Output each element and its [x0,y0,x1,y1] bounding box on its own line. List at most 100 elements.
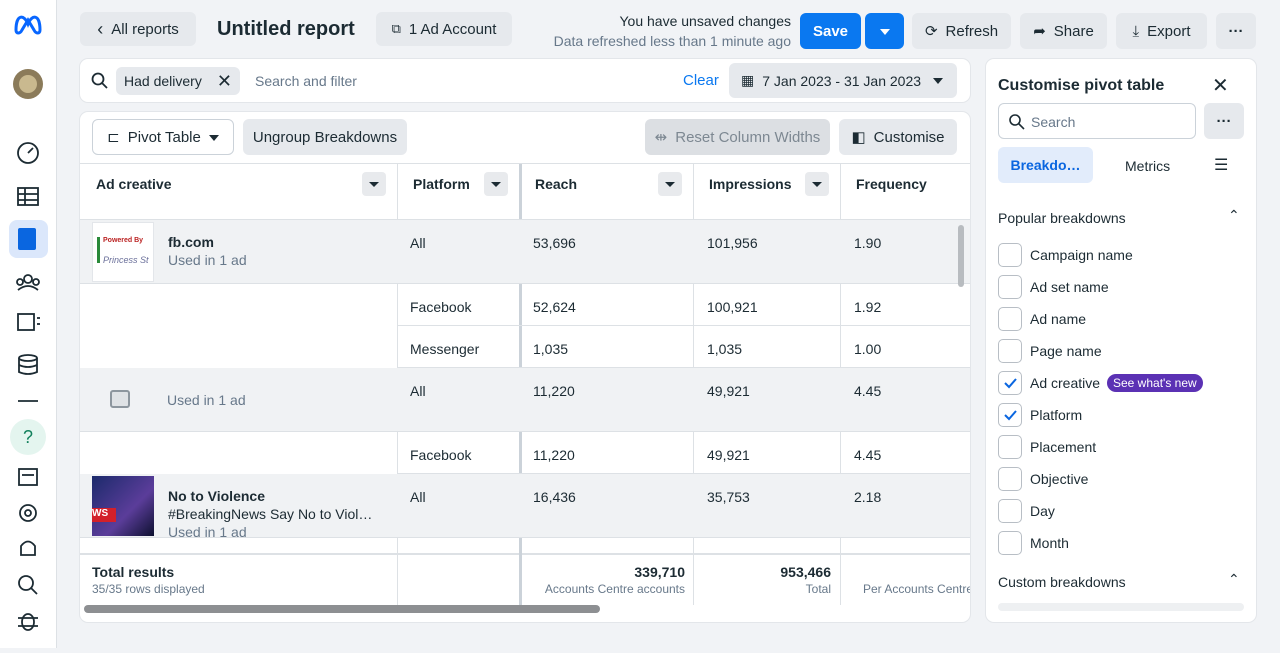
sidebar-icons: ? [9,15,48,631]
column-header: Ad creative [96,176,172,192]
pivot-dropdown[interactable]: ⊏ Pivot Table [92,119,234,155]
more-button[interactable]: ··· [1216,13,1256,49]
breakdown-label: Platform [1030,407,1083,423]
pivot-label: Pivot Table [127,128,201,146]
column-menu[interactable] [484,172,508,196]
checkbox[interactable] [998,467,1022,491]
metric-cell: 49,921 [707,447,750,463]
new-badge: See what's new [1107,374,1203,392]
column-header: Impressions [709,176,792,192]
save-label: Save [812,22,849,40]
row-bg [80,368,970,432]
total-impressions-note: Total [805,582,831,596]
close-button[interactable]: ✕ [1212,75,1229,97]
metric-cell: 1.92 [854,299,882,315]
column-header: Reach [535,176,578,192]
collapse-icon[interactable]: ⌃ [1228,207,1240,223]
panel-more[interactable]: ··· [1204,103,1244,139]
checkbox[interactable] [998,531,1022,555]
metric-cell: 1,035 [707,341,743,357]
checkbox[interactable] [998,403,1022,427]
total-reach-note: Accounts Centre accounts [544,582,685,596]
panel-search[interactable]: Search [998,103,1196,139]
row-line [397,473,970,474]
creative-name: fb.com [168,234,214,250]
breakdown-label: Month [1030,535,1069,551]
metric-cell: 11,220 [533,383,575,399]
checkbox[interactable] [998,339,1022,363]
row-line [397,367,970,368]
ungroup-label: Ungroup Breakdowns [252,128,398,146]
row-bg [80,474,970,538]
column-menu[interactable] [805,172,829,196]
checkbox[interactable] [998,499,1022,523]
customise-button[interactable]: ◧ Customise [839,119,957,155]
column-header: Frequency [856,176,927,192]
checkbox[interactable] [998,243,1022,267]
column-divider [397,553,398,605]
collapse-icon[interactable]: ⌃ [1228,571,1240,587]
export-label: Export [1147,22,1191,40]
platform-cell: All [410,489,426,505]
filter-input[interactable]: Search and filter [255,73,357,89]
pivot-table: Ad creative Platform Reach Impressions Frequ… [80,163,970,622]
section-title: Popular breakdowns [998,210,1126,226]
metric-cell: 101,956 [707,235,758,251]
account-button[interactable]: ⧉ 1 Ad Account [376,12,512,46]
row-line [397,325,970,326]
table-card: ⊏ Pivot Table Ungroup Breakdowns ⇹ Reset C… [80,112,970,622]
section-title: Custom breakdowns [998,574,1126,590]
tab-breakdowns[interactable]: Breakdo… [998,147,1093,183]
breakdown-label: Day [1030,503,1055,519]
column-divider [693,164,694,554]
total-label: Total results [92,564,175,580]
back-button[interactable]: ‹ All reports [80,12,196,46]
reset-widths-button[interactable]: ⇹ Reset Column Widths [645,119,830,155]
metric-cell: 35,753 [707,489,750,505]
column-divider [840,164,841,554]
creative-thumbnail: Powered By Princess St [92,222,154,282]
creative-subtitle: #BreakingNews Say No to Viol… [168,506,373,522]
filter-bar: Had delivery ✕ Search and filter Clear ▦ 7… [80,59,970,102]
checkbox[interactable] [998,371,1022,395]
horizontal-scrollbar[interactable] [84,605,600,613]
metric-cell: 52,624 [533,299,576,315]
export-button[interactable]: ⤓ Export [1116,13,1207,49]
checkbox[interactable] [998,307,1022,331]
total-reach: 339,710 [634,564,685,580]
header-divider [80,219,970,220]
breakdown-label: Ad creative [1030,375,1101,391]
metric-cell: 4.45 [854,383,882,399]
ungroup-button[interactable]: Ungroup Breakdowns [243,119,407,155]
panel-divider [998,603,1244,611]
chip-label: Had delivery [124,73,202,89]
date-picker[interactable]: ▦ 7 Jan 2023 - 31 Jan 2023 [729,63,957,98]
platform-cell: Facebook [410,447,472,463]
tab-label: Breakdo… [1010,157,1081,173]
column-menu[interactable] [362,172,386,196]
column-header: Platform [413,176,470,192]
unsaved-text: You have unsaved changes [619,13,791,29]
tab-metrics[interactable]: Metrics [1125,158,1171,174]
creative-usage: Used in 1 ad [168,252,247,268]
metric-cell: 1.90 [854,235,882,251]
filter-chip[interactable]: Had delivery ✕ [116,67,240,95]
share-button[interactable]: ➦ Share [1020,13,1107,49]
breakdown-label: Ad set name [1030,279,1109,295]
platform-cell: All [410,235,426,251]
column-menu[interactable] [658,172,682,196]
refresh-button[interactable]: ⟳ Refresh [912,13,1011,49]
save-menu[interactable] [865,13,904,49]
report-title: Untitled report [217,18,355,40]
metric-cell: 53,696 [533,235,576,251]
date-label: 7 Jan 2023 - 31 Jan 2023 [762,72,922,89]
sort-icon[interactable]: ☰ [1214,157,1229,174]
checkbox[interactable] [998,275,1022,299]
clear-link[interactable]: Clear [683,72,719,89]
platform-cell: Messenger [410,341,480,357]
svg-text:?: ? [23,427,33,447]
save-button[interactable]: Save [800,13,861,49]
reset-label: Reset Column Widths [675,128,821,146]
vertical-scrollbar[interactable] [958,225,964,287]
checkbox[interactable] [998,435,1022,459]
